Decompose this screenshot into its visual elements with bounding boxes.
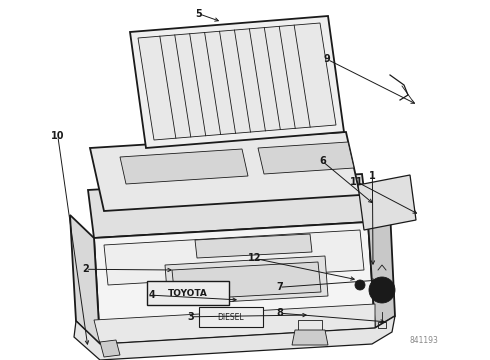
- Text: 841193: 841193: [410, 336, 438, 345]
- Text: 1: 1: [369, 171, 376, 181]
- Text: 5: 5: [195, 9, 202, 19]
- Polygon shape: [358, 175, 416, 230]
- Polygon shape: [88, 174, 368, 238]
- Circle shape: [369, 277, 395, 303]
- Polygon shape: [195, 234, 312, 258]
- Text: 7: 7: [276, 282, 283, 292]
- Polygon shape: [94, 304, 375, 344]
- Polygon shape: [165, 256, 328, 305]
- Polygon shape: [258, 142, 354, 174]
- Polygon shape: [292, 330, 328, 345]
- Text: 6: 6: [319, 156, 326, 166]
- Text: TOYOTA: TOYOTA: [168, 288, 208, 297]
- Circle shape: [375, 283, 389, 297]
- Text: 3: 3: [188, 312, 195, 322]
- Polygon shape: [130, 16, 344, 148]
- FancyBboxPatch shape: [199, 307, 263, 327]
- Text: DIESEL: DIESEL: [218, 312, 245, 321]
- FancyBboxPatch shape: [147, 281, 229, 305]
- Text: 9: 9: [324, 54, 331, 64]
- Text: 2: 2: [82, 264, 89, 274]
- Text: 12: 12: [248, 253, 262, 264]
- Circle shape: [355, 280, 365, 290]
- Text: 11: 11: [350, 177, 364, 187]
- Polygon shape: [120, 149, 248, 184]
- Polygon shape: [104, 230, 364, 285]
- Polygon shape: [138, 23, 336, 140]
- Polygon shape: [74, 316, 395, 360]
- Polygon shape: [368, 210, 395, 328]
- Polygon shape: [94, 222, 375, 344]
- Polygon shape: [100, 340, 120, 357]
- Text: 4: 4: [148, 290, 155, 300]
- Text: 10: 10: [51, 131, 65, 141]
- Polygon shape: [172, 262, 321, 300]
- Polygon shape: [90, 132, 360, 211]
- Text: 8: 8: [277, 308, 284, 318]
- Polygon shape: [70, 215, 100, 344]
